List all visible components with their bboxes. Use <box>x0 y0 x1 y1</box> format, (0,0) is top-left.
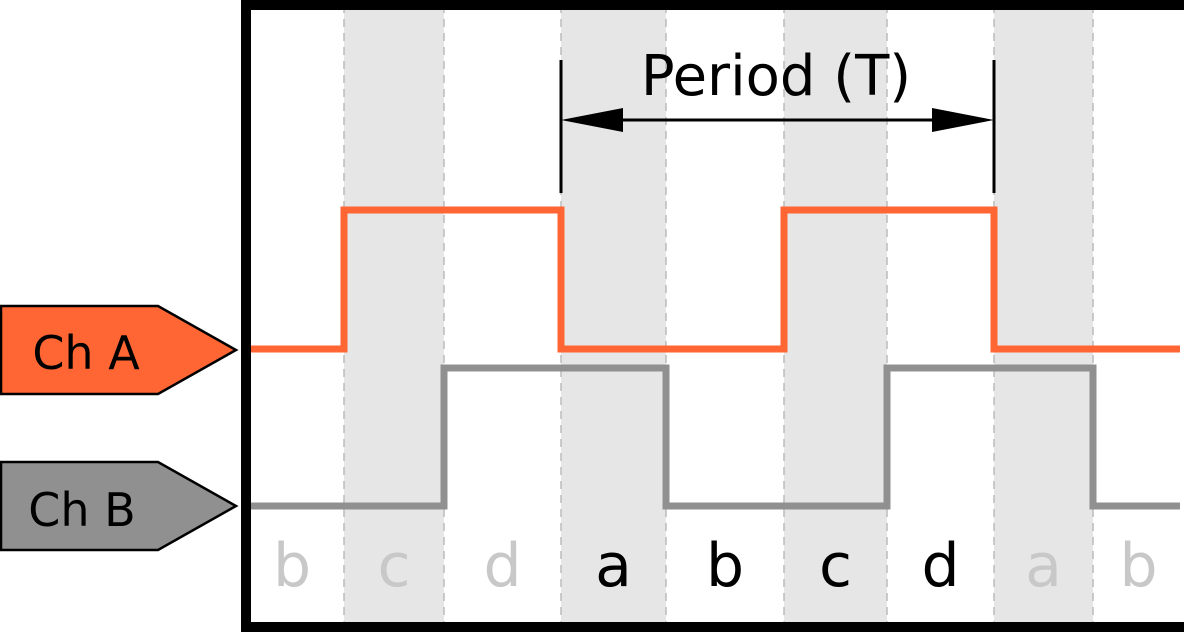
state-label: a <box>1025 531 1062 601</box>
state-label: a <box>595 531 632 601</box>
channel-a-waveform <box>246 206 1180 353</box>
state-label: b <box>1119 531 1157 601</box>
channel-a-label: Ch A <box>32 326 140 380</box>
channel-a-tag: Ch A <box>0 304 239 396</box>
state-shade-band <box>784 5 887 627</box>
state-shade-band <box>344 5 444 627</box>
state-label: c <box>819 531 852 601</box>
state-shade-band <box>994 5 1093 627</box>
channel-a-tag-shape <box>0 304 239 396</box>
channel-b-label: Ch B <box>28 483 135 537</box>
channel-b-waveform <box>246 364 1180 510</box>
period-annotation: Period (T) <box>559 44 996 193</box>
state-label: b <box>273 531 311 601</box>
period-left-arrowhead <box>561 108 623 132</box>
state-label: d <box>921 531 959 601</box>
period-right-arrowhead <box>932 108 994 132</box>
period-label: Period (T) <box>641 44 911 109</box>
diagram-frame <box>241 0 1184 632</box>
state-shading <box>344 5 1093 627</box>
state-shade-band <box>561 5 666 627</box>
waveforms <box>246 206 1180 510</box>
channel-b-tag-shape <box>0 460 239 552</box>
channel-b-tag: Ch B <box>0 460 239 552</box>
state-label: d <box>483 531 521 601</box>
state-label: c <box>378 531 411 601</box>
state-label: b <box>706 531 744 601</box>
